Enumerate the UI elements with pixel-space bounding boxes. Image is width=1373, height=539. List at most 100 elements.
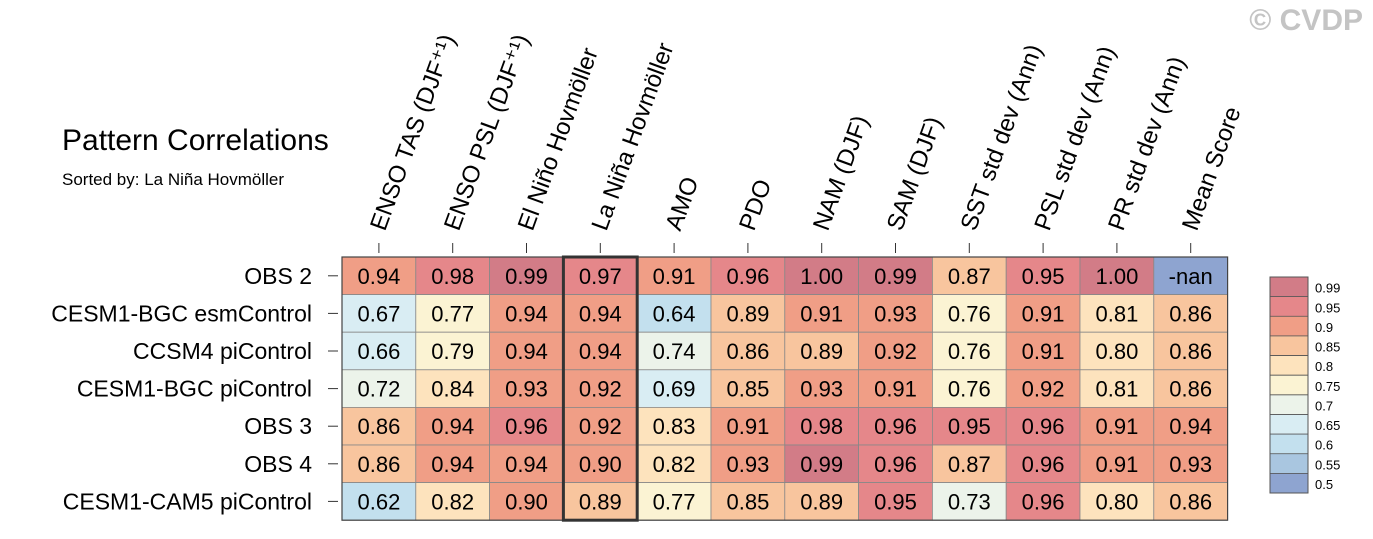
heatmap-cell [1153,256,1229,295]
colorbar-label: 0.95 [1315,300,1340,315]
row-label: CESM1-BGC piControl [77,376,312,402]
colorbar-swatch [1269,414,1309,435]
row-label: OBS 2 [244,263,312,289]
cell-value: 0.90 [505,489,548,514]
cell-value: 0.62 [357,489,400,514]
heatmap-border [341,256,1229,521]
cell-value: 0.96 [1022,452,1065,477]
column-label: PSL std dev (Ann) [1029,43,1121,234]
cell-value: 0.91 [1022,339,1065,364]
heatmap-cell [858,444,933,483]
cell-value: 0.98 [800,414,843,439]
heatmap-cell [489,331,564,371]
cell-value: 0.72 [357,377,400,402]
cell-value: 0.86 [357,414,400,439]
cell-value: 0.84 [431,377,474,402]
heatmap-cell [341,406,417,446]
cell-value: 0.93 [874,301,917,326]
heatmap-cell [932,331,1007,371]
heatmap-cell [858,256,933,295]
heatmap-cell [1079,444,1155,483]
heatmap-cell [563,331,638,371]
cell-value: 0.86 [1169,301,1212,326]
column-label: NAM (DJF) [808,112,874,234]
cell-value: 0.91 [874,377,917,402]
cell-value: 0.86 [1169,489,1212,514]
colorbar-swatch [1269,453,1309,474]
cell-value: 0.89 [800,339,843,364]
colorbar-label: 0.85 [1315,340,1340,355]
cell-value: 0.94 [505,339,548,364]
heatmap-cell [1079,256,1155,295]
column-label: La Niña Hovmöller [587,39,680,234]
cell-value: 0.94 [579,301,622,326]
cell-value: 0.94 [431,452,474,477]
heatmap-cell [710,294,786,333]
heatmap-cell [710,444,786,483]
row-label: CCSM4 piControl [133,338,312,364]
heatmap-cell [636,482,712,521]
cell-value: 0.64 [653,301,696,326]
colorbar-label: 0.6 [1315,438,1333,453]
cell-value: 0.90 [579,452,622,477]
colorbar-swatch [1269,276,1309,297]
cell-value: 0.92 [874,339,917,364]
cell-value: 0.95 [1022,264,1065,289]
cell-value: 0.99 [505,264,548,289]
cell-value: 0.79 [431,339,474,364]
heatmap-cell [710,331,786,371]
cell-value: 0.89 [579,489,622,514]
cell-value: 0.93 [800,377,843,402]
cell-value: 0.83 [653,414,696,439]
cell-value: 0.81 [1095,301,1138,326]
heatmap-cell [932,482,1007,521]
heatmap-cell [932,444,1007,483]
cell-value: 0.73 [948,489,991,514]
heatmap-cell [784,444,859,483]
heatmap-cell [710,369,786,408]
heatmap-cell [710,406,786,446]
heatmap-cell [563,406,638,446]
cvdp-watermark: © CVDP [1249,4,1363,37]
heatmap-cell [341,444,417,483]
colorbar-label: 0.99 [1315,281,1340,296]
row-label: CESM1-CAM5 piControl [63,488,312,514]
colorbar-swatch [1269,433,1309,454]
cell-value: 0.86 [357,452,400,477]
heatmap-cell [415,256,490,295]
cell-value: 0.91 [726,414,769,439]
cell-value: 0.76 [948,339,991,364]
heatmap-cell [858,406,933,446]
cell-value: 0.82 [653,452,696,477]
row-label: OBS 3 [244,413,312,439]
cell-value: 0.99 [874,264,917,289]
row-label: OBS 4 [244,451,312,477]
cell-value: 0.94 [1169,414,1212,439]
cell-value: 0.87 [948,264,991,289]
column-label: PDO [734,176,777,234]
heatmap-cell [710,482,786,521]
cell-value: 0.69 [653,377,696,402]
cell-value: 0.93 [726,452,769,477]
cell-value: 0.82 [431,489,474,514]
colorbar-label: 0.65 [1315,418,1340,433]
column-label: SST std dev (Ann) [956,41,1048,234]
cell-value: 0.91 [800,301,843,326]
colorbar-label: 0.5 [1315,477,1333,492]
cell-value: 0.92 [1022,377,1065,402]
heatmap-cell [341,294,417,333]
cell-value: 0.85 [726,377,769,402]
heatmap-cell [1153,331,1229,371]
cell-value: 0.98 [431,264,474,289]
heatmap-cell [1079,482,1155,521]
cell-value: 0.96 [505,414,548,439]
cell-value: 0.94 [505,452,548,477]
cell-value: 0.74 [653,339,696,364]
colorbar-swatch [1269,473,1309,494]
cell-value: 0.86 [726,339,769,364]
heatmap-cell [636,444,712,483]
cell-value: -nan [1169,264,1213,289]
heatmap-cell [1153,406,1229,446]
cell-value: 0.81 [1095,377,1138,402]
